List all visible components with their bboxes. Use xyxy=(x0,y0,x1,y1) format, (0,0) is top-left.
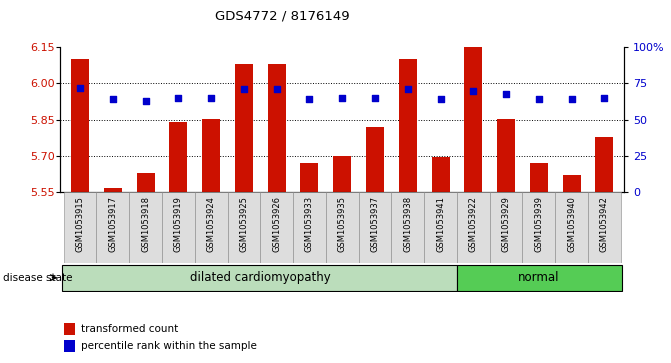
Text: GSM1053935: GSM1053935 xyxy=(338,196,347,252)
Text: GSM1053939: GSM1053939 xyxy=(534,196,544,252)
Point xyxy=(238,86,249,92)
Text: dilated cardiomyopathy: dilated cardiomyopathy xyxy=(190,271,331,284)
Text: GSM1053915: GSM1053915 xyxy=(76,196,85,252)
Point xyxy=(501,91,511,97)
Point xyxy=(271,86,282,92)
Text: GDS4772 / 8176149: GDS4772 / 8176149 xyxy=(215,9,349,22)
Point xyxy=(599,95,610,101)
FancyBboxPatch shape xyxy=(64,192,97,263)
Bar xyxy=(497,119,515,192)
Bar xyxy=(104,188,122,192)
FancyBboxPatch shape xyxy=(130,192,162,263)
Point xyxy=(206,95,217,101)
Text: GSM1053942: GSM1053942 xyxy=(600,196,609,252)
FancyBboxPatch shape xyxy=(588,192,621,263)
Bar xyxy=(268,64,286,192)
Bar xyxy=(366,127,384,192)
Point xyxy=(304,97,315,102)
Text: GSM1053933: GSM1053933 xyxy=(305,196,314,252)
Text: transformed count: transformed count xyxy=(81,324,178,334)
Bar xyxy=(137,173,154,192)
Text: GSM1053929: GSM1053929 xyxy=(501,196,511,252)
Text: disease state: disease state xyxy=(3,273,73,283)
Point xyxy=(468,88,478,94)
FancyBboxPatch shape xyxy=(62,265,457,291)
FancyBboxPatch shape xyxy=(162,192,195,263)
FancyBboxPatch shape xyxy=(457,265,623,291)
FancyBboxPatch shape xyxy=(293,192,326,263)
FancyBboxPatch shape xyxy=(195,192,227,263)
Bar xyxy=(71,59,89,192)
Point xyxy=(140,98,151,104)
Text: GSM1053938: GSM1053938 xyxy=(403,196,412,252)
Point xyxy=(566,97,577,102)
Point xyxy=(107,97,118,102)
Bar xyxy=(595,137,613,192)
Text: GSM1053926: GSM1053926 xyxy=(272,196,281,252)
Text: GSM1053918: GSM1053918 xyxy=(141,196,150,252)
FancyBboxPatch shape xyxy=(391,192,424,263)
Bar xyxy=(431,157,450,192)
Bar xyxy=(64,323,75,335)
Bar xyxy=(202,119,220,192)
FancyBboxPatch shape xyxy=(227,192,260,263)
Bar xyxy=(169,122,187,192)
Text: GSM1053937: GSM1053937 xyxy=(370,196,380,252)
FancyBboxPatch shape xyxy=(523,192,555,263)
Point xyxy=(435,97,446,102)
FancyBboxPatch shape xyxy=(326,192,358,263)
Bar xyxy=(562,175,580,192)
Point xyxy=(74,85,85,91)
FancyBboxPatch shape xyxy=(555,192,588,263)
Point xyxy=(173,95,184,101)
Bar xyxy=(530,163,548,192)
FancyBboxPatch shape xyxy=(424,192,457,263)
Text: percentile rank within the sample: percentile rank within the sample xyxy=(81,341,256,351)
Text: GSM1053917: GSM1053917 xyxy=(108,196,117,252)
Bar xyxy=(399,59,417,192)
FancyBboxPatch shape xyxy=(97,192,130,263)
Point xyxy=(337,95,348,101)
Text: GSM1053922: GSM1053922 xyxy=(469,196,478,252)
FancyBboxPatch shape xyxy=(490,192,523,263)
FancyBboxPatch shape xyxy=(260,192,293,263)
Bar xyxy=(64,340,75,352)
Text: GSM1053919: GSM1053919 xyxy=(174,196,183,252)
Bar xyxy=(464,47,482,192)
Point xyxy=(533,97,544,102)
Text: GSM1053925: GSM1053925 xyxy=(240,196,248,252)
Point xyxy=(403,86,413,92)
FancyBboxPatch shape xyxy=(457,192,490,263)
Text: GSM1053924: GSM1053924 xyxy=(207,196,215,252)
Point xyxy=(370,95,380,101)
Bar xyxy=(301,163,319,192)
Bar xyxy=(333,156,351,192)
Bar xyxy=(235,64,253,192)
FancyBboxPatch shape xyxy=(358,192,391,263)
Text: GSM1053941: GSM1053941 xyxy=(436,196,445,252)
Text: normal: normal xyxy=(518,271,560,284)
Text: GSM1053940: GSM1053940 xyxy=(567,196,576,252)
